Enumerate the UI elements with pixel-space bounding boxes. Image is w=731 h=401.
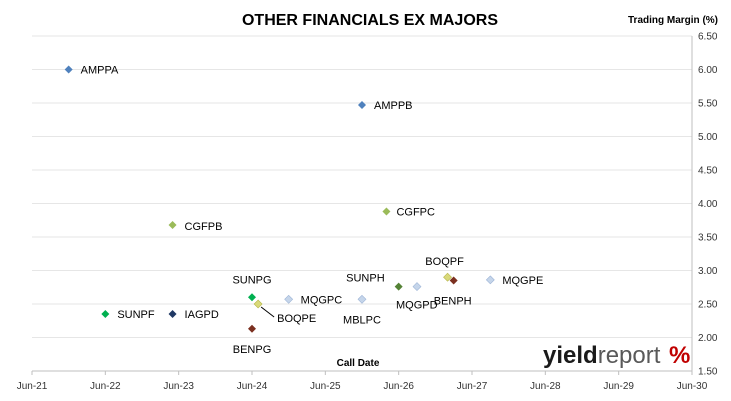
y-axis-title: Trading Margin (%)	[628, 15, 718, 26]
data-label-boqpe: BOQPE	[277, 313, 316, 325]
x-tick-label: Jun-25	[310, 381, 341, 392]
data-label-cgfpb: CGFPB	[185, 221, 223, 233]
x-tick-label: Jun-26	[383, 381, 414, 392]
data-point-mblpc	[357, 294, 367, 304]
y-tick-label: 6.50	[698, 32, 718, 43]
data-label-sunpg: SUNPG	[232, 274, 271, 286]
y-tick-label: 6.00	[698, 65, 718, 76]
data-label-benph: BENPH	[434, 296, 472, 308]
data-point-sunpf	[101, 310, 110, 319]
data-point-mqgpd	[412, 282, 422, 292]
leader-line	[260, 306, 275, 318]
x-tick-label: Jun-29	[603, 381, 634, 392]
data-label-benpg: BENPG	[233, 344, 272, 356]
y-tick-label: 3.50	[698, 233, 718, 244]
y-tick-label: 5.00	[698, 132, 718, 143]
gridlines	[32, 35, 692, 338]
y-tick-label: 3.00	[698, 266, 718, 277]
data-label-mqgpd: MQGPD	[396, 300, 438, 312]
data-point-amppa	[64, 65, 73, 74]
brand-name-part1: yield	[543, 342, 598, 369]
y-tick-label: 1.50	[698, 367, 718, 378]
data-point-mqgpe	[485, 275, 495, 285]
data-label-iagpd: IAGPD	[185, 309, 219, 321]
data-label-mqgpe: MQGPE	[502, 275, 543, 287]
data-label-sunph: SUNPH	[346, 273, 385, 285]
data-point-cgfpc	[382, 207, 391, 216]
data-point-amppb	[358, 101, 366, 110]
y-tick-label: 2.50	[698, 300, 718, 311]
y-tick-label: 4.00	[698, 199, 718, 210]
x-tick-label: Jun-30	[677, 381, 708, 392]
x-tick-label: Jun-22	[90, 381, 121, 392]
x-tick-label: Jun-24	[237, 381, 268, 392]
data-label-boqpf: BOQPF	[425, 256, 464, 268]
x-axis-title: Call Date	[337, 358, 380, 369]
data-point-sunpg	[248, 293, 256, 302]
axes	[31, 36, 693, 375]
brand-name-part2: report	[598, 342, 661, 369]
data-point-cgfpb	[168, 220, 177, 229]
y-tick-labels: 1.50 2.00 2.50 3.00 3.50 4.00 4.50 5.00 5.50 6.00…	[698, 32, 718, 378]
brand-logo: yieldreport %	[543, 342, 690, 369]
data-point-mqgpc	[284, 294, 294, 304]
data-label-mblpc: MBLPC	[343, 314, 381, 326]
chart-title: OTHER FINANCIALS EX MAJORS	[242, 12, 498, 29]
x-tick-label: Jun-21	[17, 381, 48, 392]
data-point-iagpd	[168, 310, 177, 319]
x-tick-label: Jun-27	[457, 381, 488, 392]
data-point-boqpe	[253, 299, 263, 309]
data-point-sunph	[394, 282, 403, 291]
data-label-amppb: AMPPB	[374, 100, 413, 112]
x-tick-label: Jun-28	[530, 381, 561, 392]
x-tick-labels: Jun-21 Jun-22 Jun-23 Jun-24 Jun-25 Jun-26 Jun-…	[17, 381, 708, 392]
data-label-sunpf: SUNPF	[117, 309, 155, 321]
x-tick-label: Jun-23	[163, 381, 194, 392]
data-labels: AMPPA AMPPB CGFPB CGFPC SUNPF IAGPD SUNPG BOQPE…	[81, 65, 544, 356]
data-point-benph	[449, 276, 458, 285]
data-label-mqgpc: MQGPC	[301, 294, 343, 306]
percent-icon: %	[669, 342, 690, 369]
y-tick-label: 5.50	[698, 99, 718, 110]
data-label-cgfpc: CGFPC	[396, 207, 435, 219]
data-points	[64, 65, 495, 333]
svg-text:yieldreport: yieldreport	[543, 342, 661, 369]
data-label-amppa: AMPPA	[81, 65, 119, 77]
y-tick-label: 2.00	[698, 333, 718, 344]
data-point-boqpf	[443, 272, 452, 282]
y-tick-label: 4.50	[698, 166, 718, 177]
data-point-benpg	[248, 324, 256, 333]
